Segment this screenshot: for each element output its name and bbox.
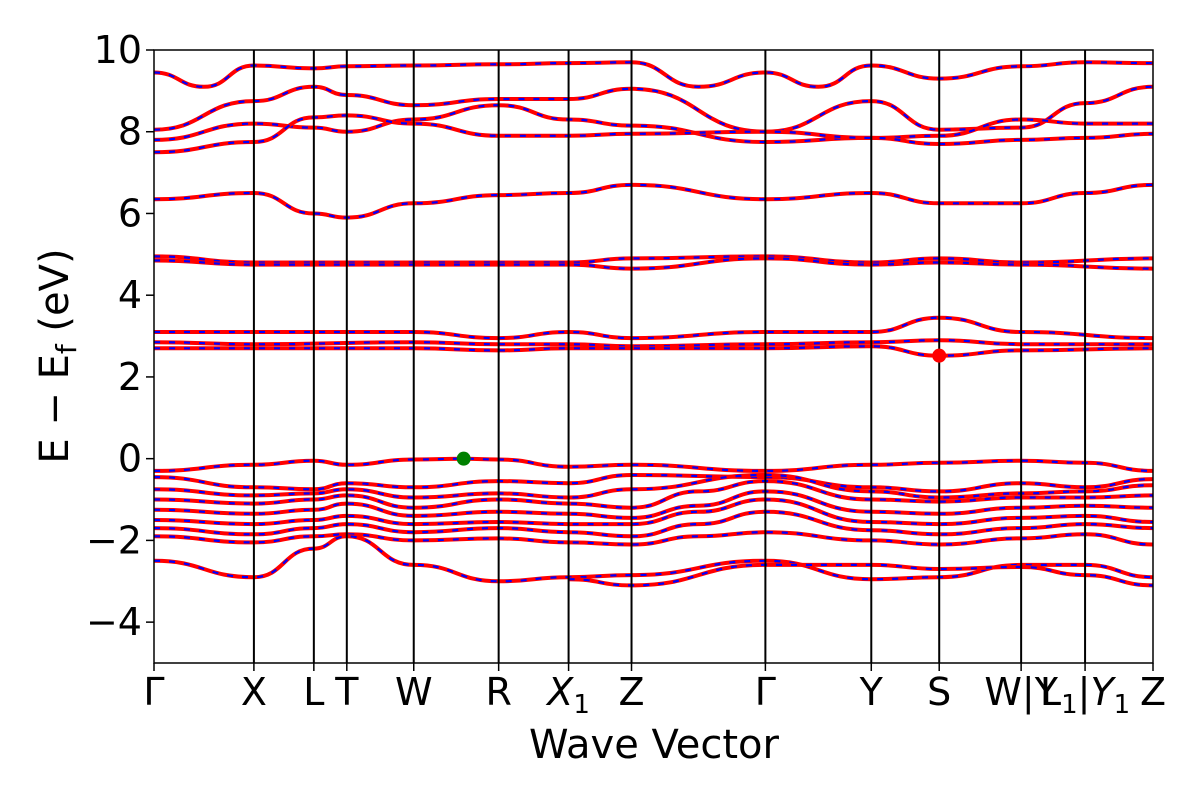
band-line-dash (153, 531, 1154, 546)
x-axis-ticks: Γ X L T W R X1 Z Γ Y S W|YL1|Y1 Z (143, 663, 1166, 720)
y-tick-label: 0 (118, 437, 142, 481)
y-tick-label: 10 (94, 28, 142, 72)
band-line-dash (153, 473, 1154, 499)
x-axis-label: Wave Vector (529, 722, 780, 768)
y-tick-label: −2 (86, 518, 142, 562)
x-tick-label: R (485, 670, 511, 714)
band-line-dash (153, 104, 1153, 144)
y-tick-label: 4 (118, 273, 142, 317)
y-axis-label-main: E − E (32, 354, 78, 464)
band-line (154, 315, 1154, 341)
x-tick-label: T (334, 670, 359, 714)
band-line-dash (153, 498, 1154, 526)
cbm-marker (932, 348, 947, 363)
y-axis-label-unit: (eV) (32, 248, 78, 344)
y-tick-label: −4 (86, 600, 142, 644)
x-tick-label: X (241, 670, 267, 714)
x-tick-label: L1|Y1 (1040, 670, 1130, 720)
band-line-dash (153, 61, 1154, 88)
x-tick-label: W (395, 670, 433, 714)
band-line-dash (153, 85, 1154, 133)
band-line-dash (153, 490, 1154, 520)
band-line-dash (153, 510, 1154, 538)
vbm-marker (456, 451, 471, 466)
band-line-dash (153, 255, 1154, 264)
x-tick-label: L (303, 670, 324, 714)
x-tick-label: Z (1140, 670, 1166, 714)
band-line (153, 103, 1153, 145)
x-tick-label: Z (618, 670, 644, 714)
band-lines (153, 60, 1154, 588)
x-tick-label: S (927, 670, 951, 714)
band-line-dash (153, 473, 1154, 493)
band-line (154, 344, 1154, 358)
x-tick-label: X1 (545, 670, 590, 720)
y-axis-label-subscript: f (50, 343, 83, 354)
x-tick-label: Y (859, 670, 884, 714)
band-line (568, 562, 1154, 588)
plot-frame (153, 49, 1154, 664)
band-line-dash (153, 257, 1154, 270)
band-line-dash (153, 339, 1153, 348)
x-tick-label: Γ (143, 670, 164, 714)
y-tick-label: 2 (118, 355, 142, 399)
band-line-dash (154, 316, 1154, 340)
x-tick-label: Γ (755, 670, 776, 714)
special-points (456, 348, 947, 466)
band-line (153, 60, 1154, 89)
kpoint-divider-lines (252, 50, 1087, 663)
band-line-dash (153, 457, 1154, 473)
y-axis-label: E − Ef (eV) (32, 248, 83, 463)
x-tick-label: W|Y (984, 670, 1058, 715)
y-axis-ticks: −4 −2 0 2 4 6 8 10 (86, 28, 154, 644)
band-line-dash (153, 183, 1154, 219)
y-tick-label: 8 (118, 110, 142, 154)
y-tick-label: 6 (118, 191, 142, 235)
